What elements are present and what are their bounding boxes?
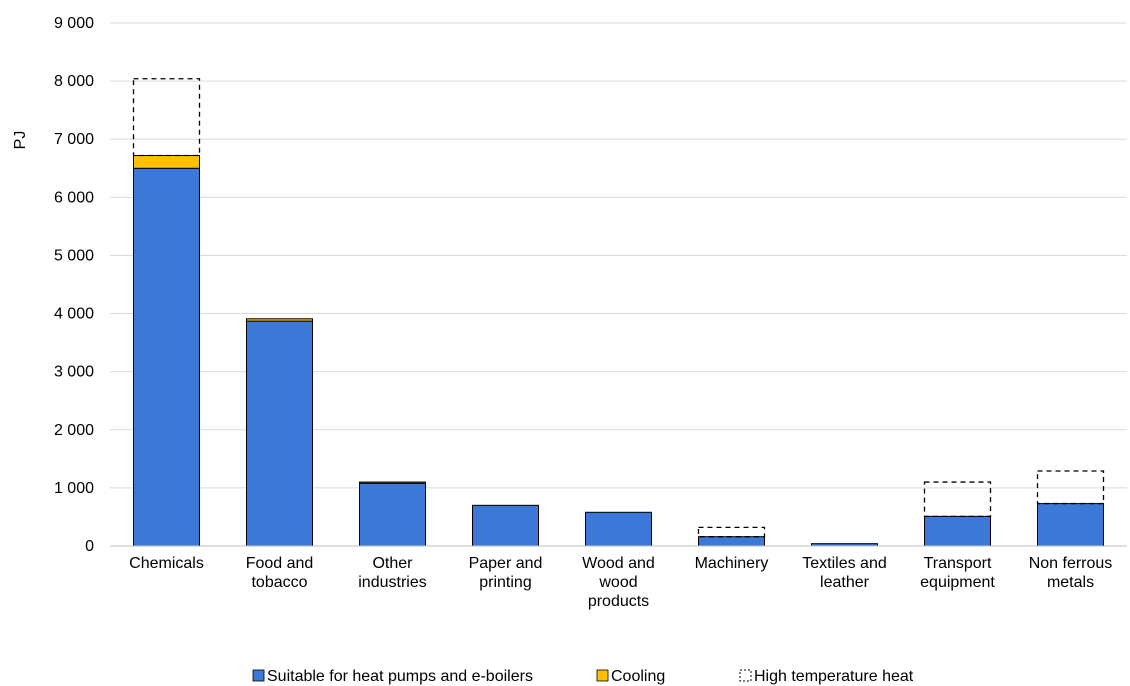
y-tick-label: 1 000 [54,480,94,497]
x-tick-label: Paper and printing [469,555,543,591]
x-tick-label: Machinery [695,555,769,572]
bar-suitable [585,511,652,547]
y-tick-label: 3 000 [54,364,94,381]
bar-high-temp [697,526,766,538]
bar-suitable [698,536,765,547]
x-tick-label: Chemicals [129,555,204,572]
legend-label: Cooling [611,668,665,685]
y-axis-label: PJ [12,131,29,150]
y-tick-label: 6 000 [54,189,94,206]
y-tick-label: 8 000 [54,73,94,90]
y-tick-label: 7 000 [54,131,94,148]
legend-swatch [252,669,265,682]
x-tick-label: Wood and wood products [582,555,655,610]
y-tick-label: 9 000 [54,15,94,32]
legend: Suitable for heat pumps and e-boilers Coo… [252,668,914,685]
legend-swatch [739,669,752,682]
bar-cooling [133,154,200,169]
bar-suitable [1037,503,1104,547]
y-tick-label: 0 [85,538,94,555]
bars [132,78,1105,547]
bar-suitable [246,320,313,547]
x-tick-label: Transport equipment [920,555,995,591]
bar-suitable [133,167,200,547]
x-tick-labels: Chemicals Food and tobacco Other industries P… [129,555,1112,610]
x-tick-label: Other industries [358,555,426,591]
y-tick-label: 2 000 [54,422,94,439]
x-tick-label: Food and tobacco [246,555,314,591]
bar-high-temp [132,78,201,157]
y-tick-label: 4 000 [54,306,94,323]
bar-high-temp [923,481,992,518]
legend-label: High temperature heat [754,668,914,685]
x-tick-label: Textiles and leather [802,555,887,591]
y-tick-labels: 0 1 000 2 000 3 000 4 000 5 000 6 000 7 000 8 00… [54,15,94,555]
legend-label: Suitable for heat pumps and e-boilers [267,668,533,685]
y-tick-label: 5 000 [54,247,94,264]
x-tick-label: Non ferrous metals [1029,555,1113,591]
legend-swatch [596,669,609,682]
bar-suitable [359,482,426,547]
bar-high-temp [1036,470,1105,505]
bar-suitable [924,515,991,547]
bar-suitable [472,504,539,547]
bar-cooling [246,318,313,322]
bar-cooling [359,481,426,484]
